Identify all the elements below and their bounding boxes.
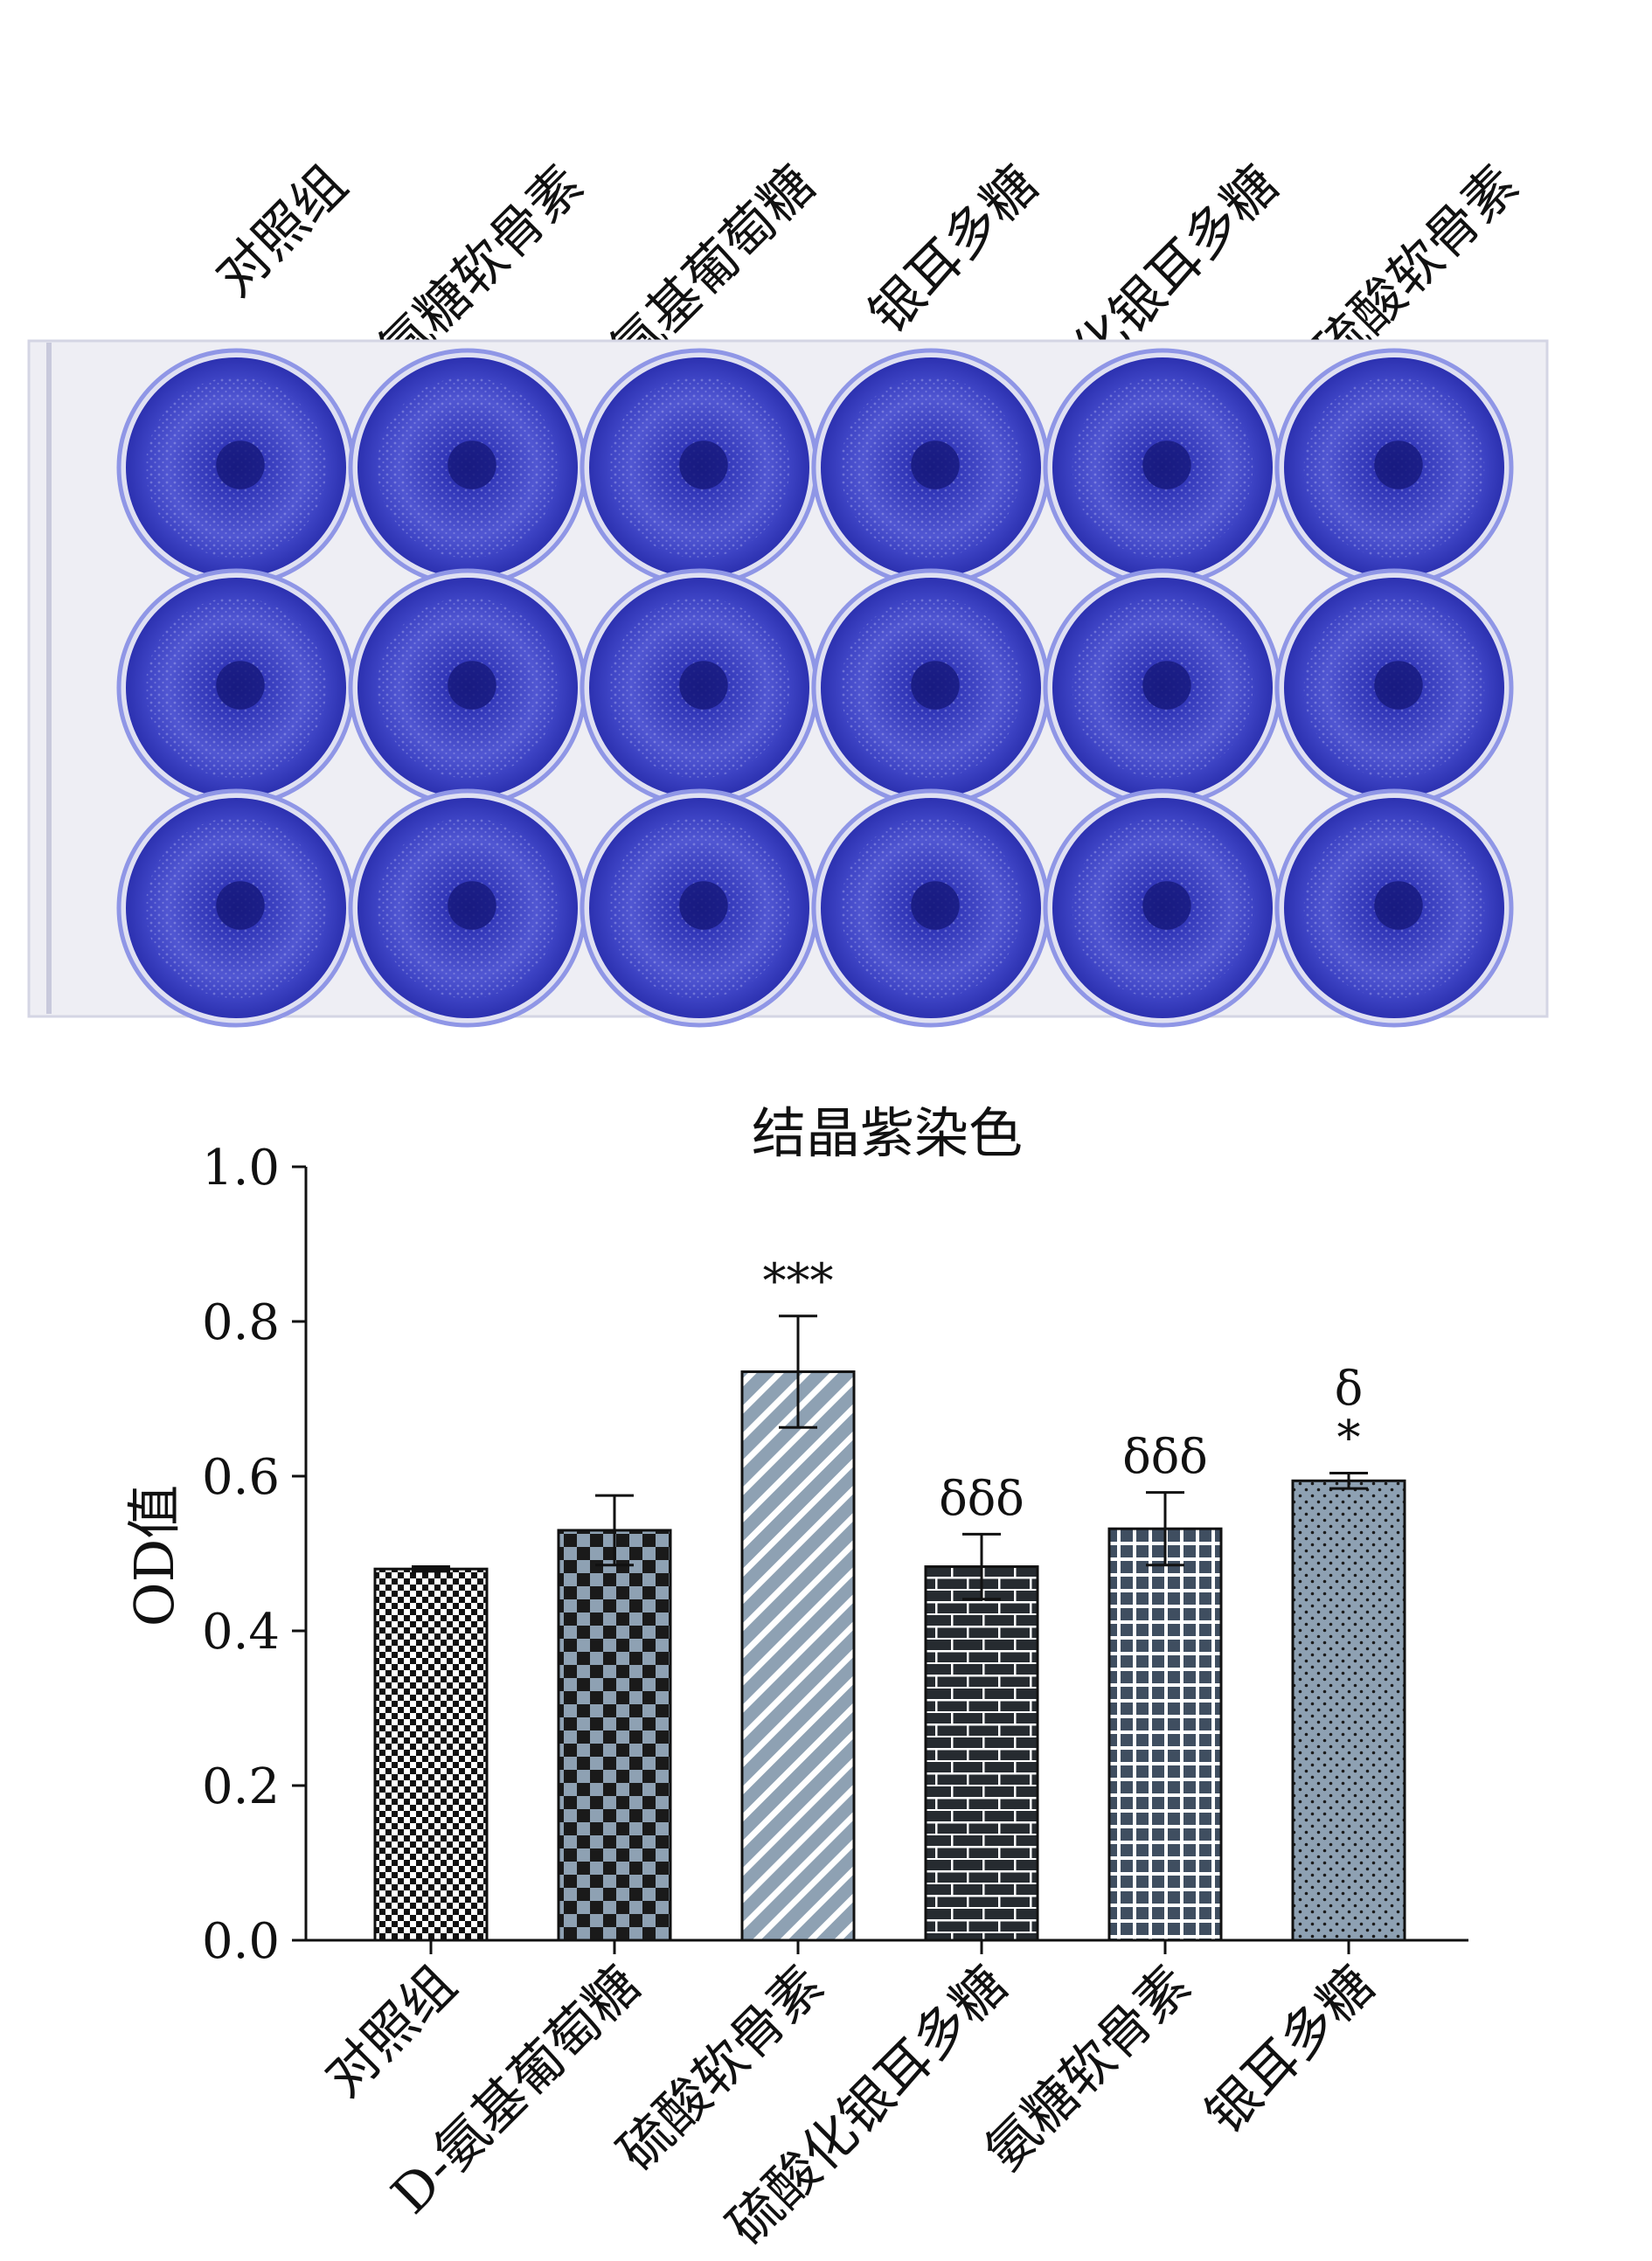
- well: [1043, 788, 1282, 1028]
- x-tick-label: 对照组: [314, 1954, 469, 2109]
- y-tick-label: 0.6: [202, 1449, 280, 1506]
- bar: [373, 1567, 489, 1942]
- bar: [740, 1370, 856, 1942]
- well: [116, 788, 356, 1028]
- error-bar: [412, 1565, 450, 1573]
- well: [116, 348, 356, 587]
- bar: [1107, 1527, 1223, 1942]
- well: [1274, 568, 1514, 808]
- error-bar: [962, 1532, 1001, 1601]
- error-bar: [1329, 1471, 1368, 1490]
- chart-marks: 0.00.20.40.60.81.0对照组D-氨基葡萄糖***硫酸软骨素δδδ硫…: [202, 1140, 1468, 2258]
- x-tick-label: 银耳多糖: [1194, 1954, 1385, 2146]
- y-tick-label: 0.2: [202, 1758, 280, 1815]
- well: [1043, 348, 1282, 587]
- plate-label-1: 对照组: [205, 154, 359, 309]
- y-tick-label: 0.8: [202, 1294, 280, 1351]
- well: [1274, 788, 1514, 1028]
- error-bar: [595, 1494, 634, 1567]
- well: [116, 568, 356, 808]
- error-bar: [1146, 1491, 1184, 1567]
- y-axis-label: OD值: [122, 1485, 186, 1627]
- well: [1274, 348, 1514, 587]
- well: [580, 788, 819, 1028]
- well: [1043, 568, 1282, 808]
- well: [348, 568, 587, 808]
- y-tick-label: 0.0: [202, 1913, 280, 1970]
- culture-plate-photo: [27, 339, 1549, 1028]
- significance-label: δδδ: [1122, 1430, 1208, 1485]
- y-tick-label: 0.4: [202, 1604, 280, 1661]
- significance-label: ***: [763, 1253, 834, 1308]
- bar: [1291, 1479, 1406, 1942]
- chart: 结晶紫染色 OD值 0.00.20.40.60.81.0对照组D-氨基葡萄糖**…: [122, 1101, 1468, 2258]
- significance-label: *: [1337, 1410, 1361, 1465]
- well: [811, 348, 1051, 587]
- significance-label: δ: [1335, 1361, 1364, 1416]
- well: [811, 788, 1051, 1028]
- well: [811, 568, 1051, 808]
- significance-label: δδδ: [939, 1471, 1024, 1526]
- well: [348, 788, 587, 1028]
- chart-title: 结晶紫染色: [752, 1101, 1023, 1165]
- well: [580, 348, 819, 587]
- well: [348, 348, 587, 587]
- bar: [924, 1565, 1039, 1942]
- well: [580, 568, 819, 808]
- bar: [557, 1529, 672, 1942]
- plate-label-4: 银耳多糖: [857, 154, 1049, 345]
- y-tick-label: 1.0: [202, 1140, 280, 1196]
- error-bar: [779, 1314, 817, 1429]
- wells: [116, 348, 1514, 1028]
